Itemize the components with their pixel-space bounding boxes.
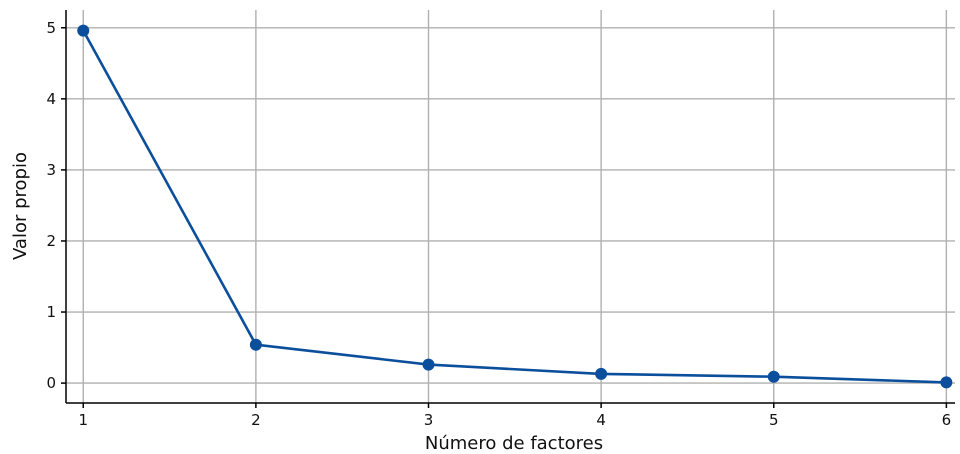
x-axis-title: Número de factores — [425, 433, 603, 454]
x-tick-label: 1 — [78, 411, 88, 429]
y-tick-label: 0 — [46, 374, 56, 392]
y-tick-label: 5 — [46, 19, 56, 37]
y-tick-label: 3 — [46, 161, 56, 179]
grid-lines — [66, 10, 955, 403]
y-axis-title: Valor propio — [10, 152, 31, 260]
data-point-3 — [422, 358, 435, 371]
data-point-4 — [595, 367, 608, 380]
series-line — [82, 29, 947, 384]
y-tick-label: 2 — [46, 232, 56, 250]
data-point-5 — [767, 370, 780, 383]
x-tick-label: 4 — [596, 411, 606, 429]
data-point-2 — [249, 338, 262, 351]
axes — [65, 10, 955, 404]
data-point-1 — [77, 24, 90, 37]
x-tick-label: 3 — [424, 411, 434, 429]
x-tick-label: 2 — [251, 411, 261, 429]
y-tick-label: 4 — [46, 90, 56, 108]
data-point-6 — [940, 376, 953, 389]
y-axis-ticks: 0 1 2 3 4 5 — [46, 19, 66, 392]
x-axis-ticks: 1 2 3 4 5 6 — [78, 403, 951, 429]
x-tick-label: 6 — [942, 411, 952, 429]
series-group — [77, 24, 953, 389]
y-tick-label: 1 — [46, 303, 56, 321]
x-tick-label: 5 — [769, 411, 779, 429]
